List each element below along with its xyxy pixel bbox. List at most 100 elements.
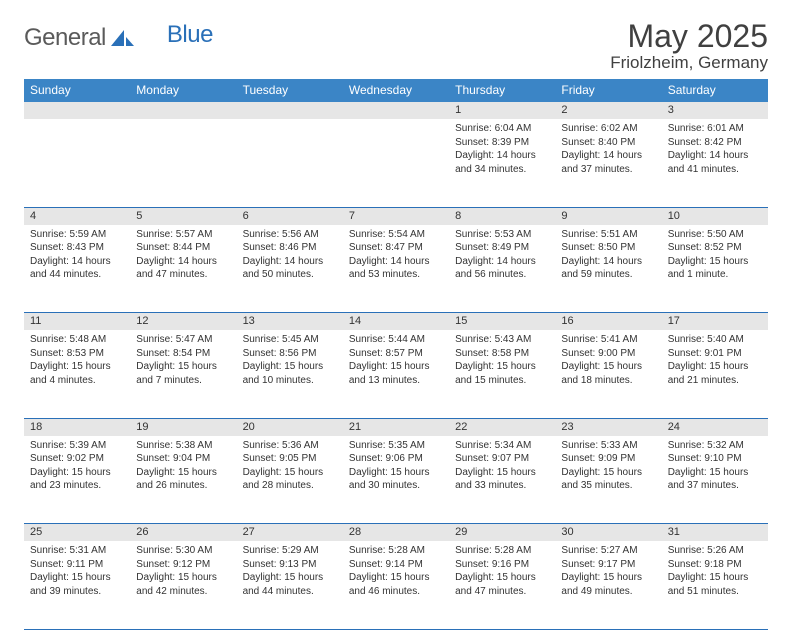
day-cell: Sunrise: 5:30 AMSunset: 9:12 PMDaylight:… (130, 541, 236, 629)
sunset-line: Sunset: 9:11 PM (30, 558, 124, 572)
weekday-header-row: Sunday Monday Tuesday Wednesday Thursday… (24, 79, 768, 102)
day-number-row: 25262728293031 (24, 524, 768, 542)
day-number: 26 (130, 524, 236, 542)
weekday-header: Friday (555, 79, 661, 102)
daylight-line: Daylight: 14 hours and 34 minutes. (455, 149, 549, 176)
day-number: 10 (662, 207, 768, 225)
day-number: 14 (343, 313, 449, 331)
day-number: 2 (555, 102, 661, 119)
day-cell: Sunrise: 5:57 AMSunset: 8:44 PMDaylight:… (130, 225, 236, 313)
day-cell: Sunrise: 5:45 AMSunset: 8:56 PMDaylight:… (237, 330, 343, 418)
day-number: 22 (449, 418, 555, 436)
sunset-line: Sunset: 9:12 PM (136, 558, 230, 572)
day-number-row: 18192021222324 (24, 418, 768, 436)
sunrise-line: Sunrise: 5:27 AM (561, 544, 655, 558)
sunset-line: Sunset: 9:10 PM (668, 452, 762, 466)
sunset-line: Sunset: 8:40 PM (561, 136, 655, 150)
day-cell (237, 119, 343, 207)
day-number: 9 (555, 207, 661, 225)
day-cell: Sunrise: 5:39 AMSunset: 9:02 PMDaylight:… (24, 436, 130, 524)
sunset-line: Sunset: 9:13 PM (243, 558, 337, 572)
day-number (237, 102, 343, 119)
day-cell: Sunrise: 5:31 AMSunset: 9:11 PMDaylight:… (24, 541, 130, 629)
daylight-line: Daylight: 15 hours and 1 minute. (668, 255, 762, 282)
sunrise-line: Sunrise: 5:40 AM (668, 333, 762, 347)
day-number (130, 102, 236, 119)
day-body-row: Sunrise: 5:48 AMSunset: 8:53 PMDaylight:… (24, 330, 768, 418)
sunrise-line: Sunrise: 5:38 AM (136, 439, 230, 453)
day-cell: Sunrise: 5:54 AMSunset: 8:47 PMDaylight:… (343, 225, 449, 313)
daylight-line: Daylight: 15 hours and 39 minutes. (30, 571, 124, 598)
sunrise-line: Sunrise: 5:47 AM (136, 333, 230, 347)
day-number: 21 (343, 418, 449, 436)
day-number: 12 (130, 313, 236, 331)
day-cell: Sunrise: 5:59 AMSunset: 8:43 PMDaylight:… (24, 225, 130, 313)
sunset-line: Sunset: 8:42 PM (668, 136, 762, 150)
day-number: 11 (24, 313, 130, 331)
day-number-row: 11121314151617 (24, 313, 768, 331)
sunset-line: Sunset: 8:47 PM (349, 241, 443, 255)
day-number: 6 (237, 207, 343, 225)
sunrise-line: Sunrise: 5:26 AM (668, 544, 762, 558)
day-cell (24, 119, 130, 207)
sunrise-line: Sunrise: 5:56 AM (243, 228, 337, 242)
location-label: Friolzheim, Germany (610, 53, 768, 73)
weekday-header: Monday (130, 79, 236, 102)
sunrise-line: Sunrise: 5:41 AM (561, 333, 655, 347)
brand-word-1: General (24, 24, 106, 52)
daylight-line: Daylight: 15 hours and 49 minutes. (561, 571, 655, 598)
sunrise-line: Sunrise: 5:50 AM (668, 228, 762, 242)
sunset-line: Sunset: 9:14 PM (349, 558, 443, 572)
sunset-line: Sunset: 8:53 PM (30, 347, 124, 361)
sunset-line: Sunset: 8:44 PM (136, 241, 230, 255)
day-cell: Sunrise: 5:41 AMSunset: 9:00 PMDaylight:… (555, 330, 661, 418)
day-cell: Sunrise: 5:56 AMSunset: 8:46 PMDaylight:… (237, 225, 343, 313)
sunset-line: Sunset: 8:50 PM (561, 241, 655, 255)
day-cell: Sunrise: 5:51 AMSunset: 8:50 PMDaylight:… (555, 225, 661, 313)
daylight-line: Daylight: 15 hours and 13 minutes. (349, 360, 443, 387)
sunset-line: Sunset: 9:18 PM (668, 558, 762, 572)
daylight-line: Daylight: 15 hours and 42 minutes. (136, 571, 230, 598)
sunset-line: Sunset: 9:16 PM (455, 558, 549, 572)
daylight-line: Daylight: 14 hours and 53 minutes. (349, 255, 443, 282)
daylight-line: Daylight: 15 hours and 51 minutes. (668, 571, 762, 598)
day-number-row: 123 (24, 102, 768, 119)
sunset-line: Sunset: 9:07 PM (455, 452, 549, 466)
day-cell: Sunrise: 5:47 AMSunset: 8:54 PMDaylight:… (130, 330, 236, 418)
sunrise-line: Sunrise: 5:51 AM (561, 228, 655, 242)
sunset-line: Sunset: 8:46 PM (243, 241, 337, 255)
sunrise-line: Sunrise: 5:39 AM (30, 439, 124, 453)
sunrise-line: Sunrise: 5:59 AM (30, 228, 124, 242)
daylight-line: Daylight: 15 hours and 37 minutes. (668, 466, 762, 493)
sunrise-line: Sunrise: 5:31 AM (30, 544, 124, 558)
sunset-line: Sunset: 8:49 PM (455, 241, 549, 255)
day-cell: Sunrise: 5:48 AMSunset: 8:53 PMDaylight:… (24, 330, 130, 418)
sunrise-line: Sunrise: 5:35 AM (349, 439, 443, 453)
sunrise-line: Sunrise: 5:45 AM (243, 333, 337, 347)
sunrise-line: Sunrise: 5:28 AM (349, 544, 443, 558)
day-body-row: Sunrise: 5:31 AMSunset: 9:11 PMDaylight:… (24, 541, 768, 629)
daylight-line: Daylight: 14 hours and 41 minutes. (668, 149, 762, 176)
day-number: 29 (449, 524, 555, 542)
day-cell: Sunrise: 5:38 AMSunset: 9:04 PMDaylight:… (130, 436, 236, 524)
daylight-line: Daylight: 15 hours and 35 minutes. (561, 466, 655, 493)
sunset-line: Sunset: 9:17 PM (561, 558, 655, 572)
daylight-line: Daylight: 14 hours and 47 minutes. (136, 255, 230, 282)
weekday-header: Sunday (24, 79, 130, 102)
daylight-line: Daylight: 15 hours and 28 minutes. (243, 466, 337, 493)
calendar-table: Sunday Monday Tuesday Wednesday Thursday… (24, 79, 768, 630)
daylight-line: Daylight: 14 hours and 59 minutes. (561, 255, 655, 282)
daylight-line: Daylight: 15 hours and 15 minutes. (455, 360, 549, 387)
daylight-line: Daylight: 15 hours and 46 minutes. (349, 571, 443, 598)
daylight-line: Daylight: 15 hours and 26 minutes. (136, 466, 230, 493)
day-number: 3 (662, 102, 768, 119)
sunrise-line: Sunrise: 5:34 AM (455, 439, 549, 453)
day-cell: Sunrise: 6:01 AMSunset: 8:42 PMDaylight:… (662, 119, 768, 207)
sunrise-line: Sunrise: 5:57 AM (136, 228, 230, 242)
daylight-line: Daylight: 15 hours and 10 minutes. (243, 360, 337, 387)
weekday-header: Saturday (662, 79, 768, 102)
day-number: 19 (130, 418, 236, 436)
day-number: 31 (662, 524, 768, 542)
day-cell: Sunrise: 5:44 AMSunset: 8:57 PMDaylight:… (343, 330, 449, 418)
sunset-line: Sunset: 9:02 PM (30, 452, 124, 466)
